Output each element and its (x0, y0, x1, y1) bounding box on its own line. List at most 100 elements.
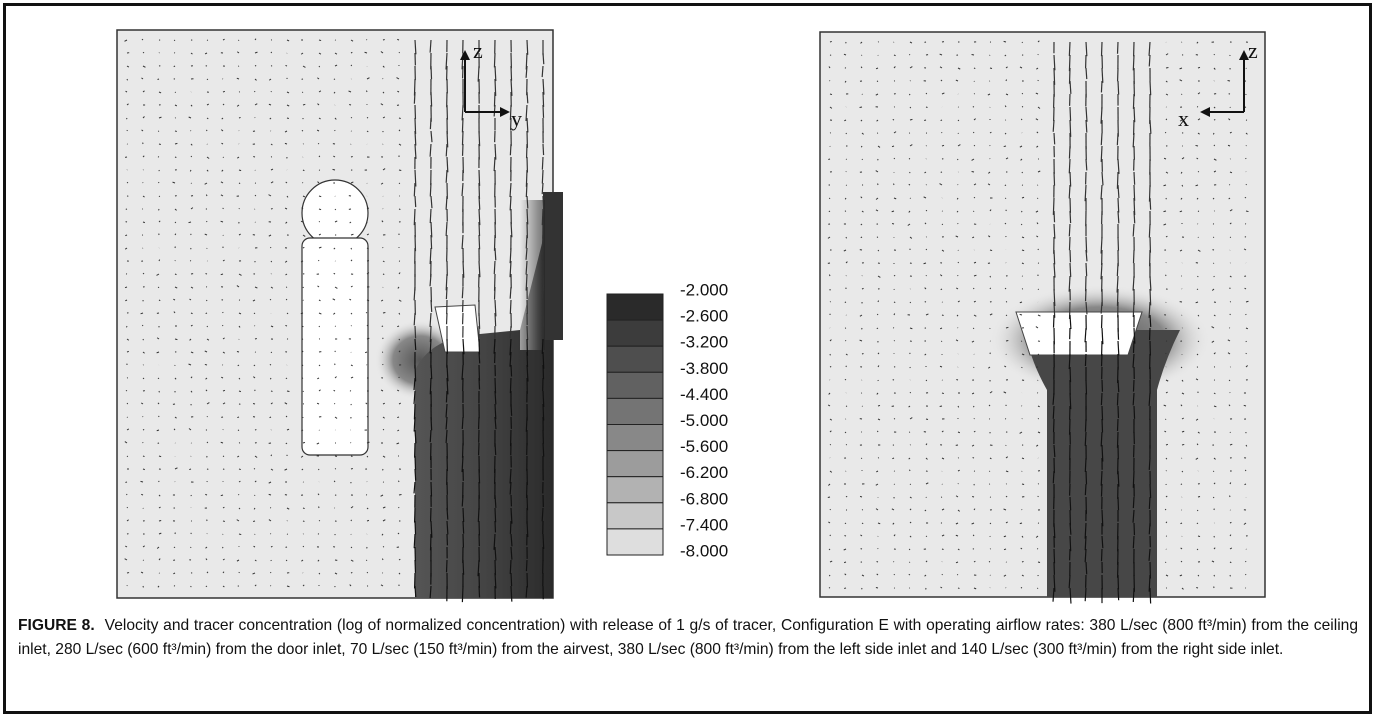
vector (158, 195, 161, 198)
vector (477, 65, 480, 82)
vector (1196, 288, 1199, 291)
vector (430, 221, 433, 238)
vector (366, 519, 370, 522)
vector (526, 208, 529, 225)
vector (429, 39, 432, 53)
vector (861, 574, 865, 577)
vector (236, 51, 240, 54)
vector (413, 390, 416, 405)
vector (413, 533, 416, 549)
vector (158, 116, 162, 119)
vector (429, 585, 432, 599)
vector (1037, 288, 1040, 291)
vector (1019, 522, 1023, 525)
vector (333, 247, 336, 250)
vector (158, 532, 162, 535)
vector (941, 249, 945, 252)
vector (126, 428, 130, 431)
vector (1117, 379, 1120, 393)
vector (1020, 547, 1023, 550)
vector (365, 559, 368, 562)
vector (1180, 171, 1183, 174)
vector (973, 587, 977, 590)
vector (1229, 443, 1233, 446)
vector (285, 181, 288, 184)
vector (989, 209, 992, 212)
vector (270, 351, 273, 354)
vector (877, 418, 881, 421)
vector (364, 351, 368, 354)
vector (174, 208, 177, 211)
vector (940, 119, 943, 122)
vector (941, 392, 945, 395)
vector (270, 454, 273, 457)
vector (893, 534, 896, 537)
vector (190, 312, 193, 315)
vector (1068, 275, 1071, 292)
vector (317, 103, 320, 106)
vector (1165, 93, 1169, 96)
vector (861, 287, 864, 290)
vector (429, 117, 432, 130)
vector (1163, 184, 1167, 187)
vector (301, 91, 304, 93)
vector (140, 402, 144, 405)
vector (957, 158, 959, 161)
vector (222, 402, 226, 405)
vector (1197, 314, 1200, 317)
vector (1021, 457, 1025, 460)
vector (957, 119, 960, 122)
vector (285, 298, 288, 301)
vector (382, 65, 385, 68)
vector (971, 158, 975, 161)
vector (301, 429, 304, 432)
vector (382, 455, 386, 458)
vector (350, 571, 353, 574)
vector (414, 429, 417, 444)
vector (190, 390, 193, 393)
vector (1005, 79, 1007, 82)
vector (1211, 326, 1215, 329)
vector (940, 586, 943, 589)
vector (140, 312, 144, 315)
vector (893, 483, 895, 485)
vector (350, 259, 353, 262)
vector (955, 235, 959, 238)
vector (541, 507, 544, 522)
vector (190, 351, 194, 354)
vector (1197, 171, 1200, 173)
vector (1181, 587, 1184, 590)
vector (142, 221, 146, 224)
vector (844, 80, 847, 83)
vector (478, 195, 481, 210)
vector (541, 169, 544, 184)
vector (286, 91, 290, 94)
vector (318, 572, 321, 575)
vector (334, 220, 338, 223)
vector (939, 365, 943, 368)
vector (302, 182, 304, 184)
vector (333, 272, 336, 275)
vector (1229, 209, 1233, 212)
vector (1197, 132, 1200, 135)
vector (957, 261, 959, 264)
vector-field (124, 38, 545, 603)
vector (1213, 158, 1217, 161)
vector (908, 210, 911, 213)
vector (188, 428, 192, 431)
vector (510, 507, 513, 524)
vector (526, 364, 529, 382)
vector (988, 561, 991, 563)
vector (542, 52, 545, 65)
vector (893, 573, 895, 576)
vector (989, 249, 993, 252)
vector (189, 338, 192, 341)
vector (1213, 314, 1216, 317)
vector (414, 325, 417, 339)
vector (1020, 223, 1023, 226)
vector (1180, 560, 1183, 563)
vector (364, 51, 368, 54)
vector (286, 104, 290, 107)
vector (509, 143, 512, 156)
vector (1148, 574, 1151, 592)
